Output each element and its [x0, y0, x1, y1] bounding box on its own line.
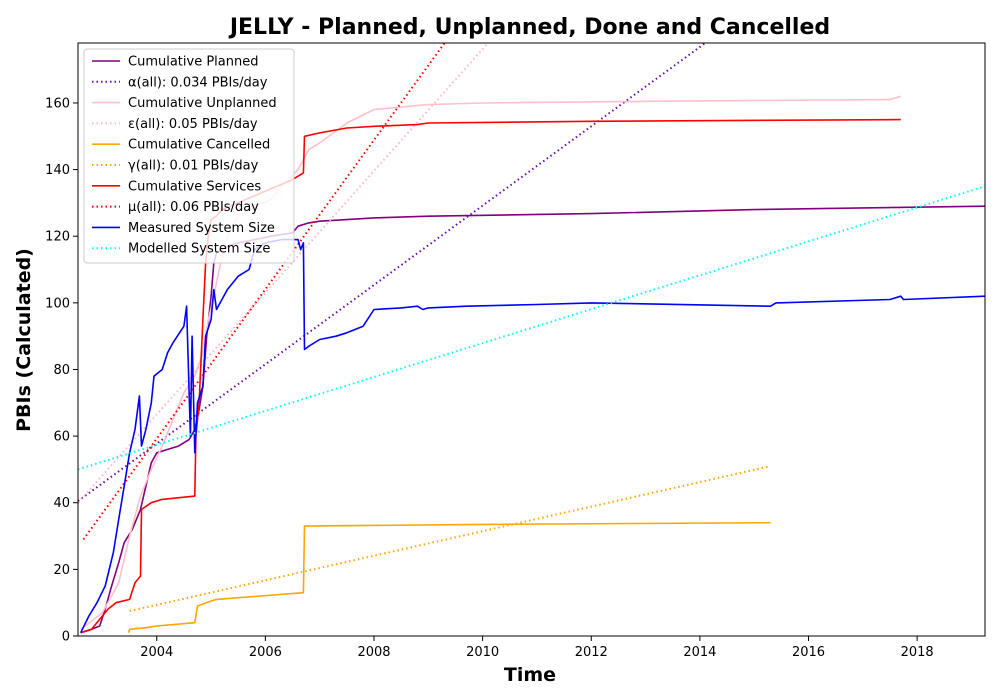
y-tick-label: 100 — [45, 296, 70, 311]
series-line-all-0-05-pbis-day — [78, 43, 489, 504]
y-tick-label: 160 — [45, 96, 70, 111]
series-layer — [78, 43, 985, 634]
legend-label: α(all): 0.034 PBIs/day — [128, 75, 268, 90]
y-tick-label: 40 — [53, 496, 70, 511]
legend-label: ε(all): 0.05 PBIs/day — [128, 117, 258, 132]
x-tick-label: 2018 — [901, 645, 934, 660]
plot-frame — [77, 42, 986, 637]
y-tick-label: 120 — [45, 230, 70, 245]
y-axis: 0 20 40 60 80 100 120 140 160 — [45, 96, 78, 645]
legend-label: Cumulative Services — [128, 179, 261, 194]
legend: Cumulative Planned α(all): 0.034 PBIs/day… — [83, 48, 295, 264]
series-line-all-0-034-pbis-day — [78, 43, 706, 502]
legend-label: Cumulative Planned — [128, 55, 258, 70]
legend-label: Cumulative Cancelled — [128, 138, 270, 153]
x-tick-label: 2004 — [140, 645, 173, 660]
series-line-measured-system-size — [79, 238, 985, 634]
x-axis: 2004 2006 2008 2010 2012 2014 2016 2018 — [140, 636, 934, 660]
x-tick-label: 2010 — [466, 645, 499, 660]
x-axis-label: Time — [504, 664, 556, 686]
x-tick-label: 2012 — [575, 645, 608, 660]
x-tick-label: 2006 — [249, 645, 282, 660]
legend-label: Measured System Size — [128, 221, 275, 236]
legend-label: Cumulative Unplanned — [128, 96, 277, 111]
legend-label: γ(all): 0.01 PBIs/day — [128, 159, 259, 174]
legend-label: μ(all): 0.06 PBIs/day — [128, 200, 259, 215]
y-tick-label: 80 — [53, 363, 70, 378]
series-line-cumulative-cancelled — [127, 521, 771, 633]
y-tick-label: 20 — [53, 563, 70, 578]
y-axis-label: PBIs (Calculated) — [13, 248, 35, 432]
chart-title: JELLY - Planned, Unplanned, Done and Can… — [228, 15, 830, 40]
series-line-cumulative-services — [80, 118, 901, 634]
series-line-all-0-01-pbis-day — [129, 465, 771, 612]
x-tick-label: 2014 — [683, 645, 716, 660]
legend-label: Modelled System Size — [128, 242, 270, 257]
series-line-modelled-system-size — [78, 185, 985, 471]
y-tick-label: 60 — [53, 430, 70, 445]
x-tick-label: 2008 — [357, 645, 390, 660]
legend-frame — [83, 48, 295, 264]
y-tick-label: 0 — [62, 630, 70, 645]
series-line-all-0-06-pbis-day — [82, 43, 446, 540]
y-tick-label: 140 — [45, 163, 70, 178]
series-line-cumulative-planned — [80, 205, 985, 634]
x-tick-label: 2016 — [792, 645, 825, 660]
